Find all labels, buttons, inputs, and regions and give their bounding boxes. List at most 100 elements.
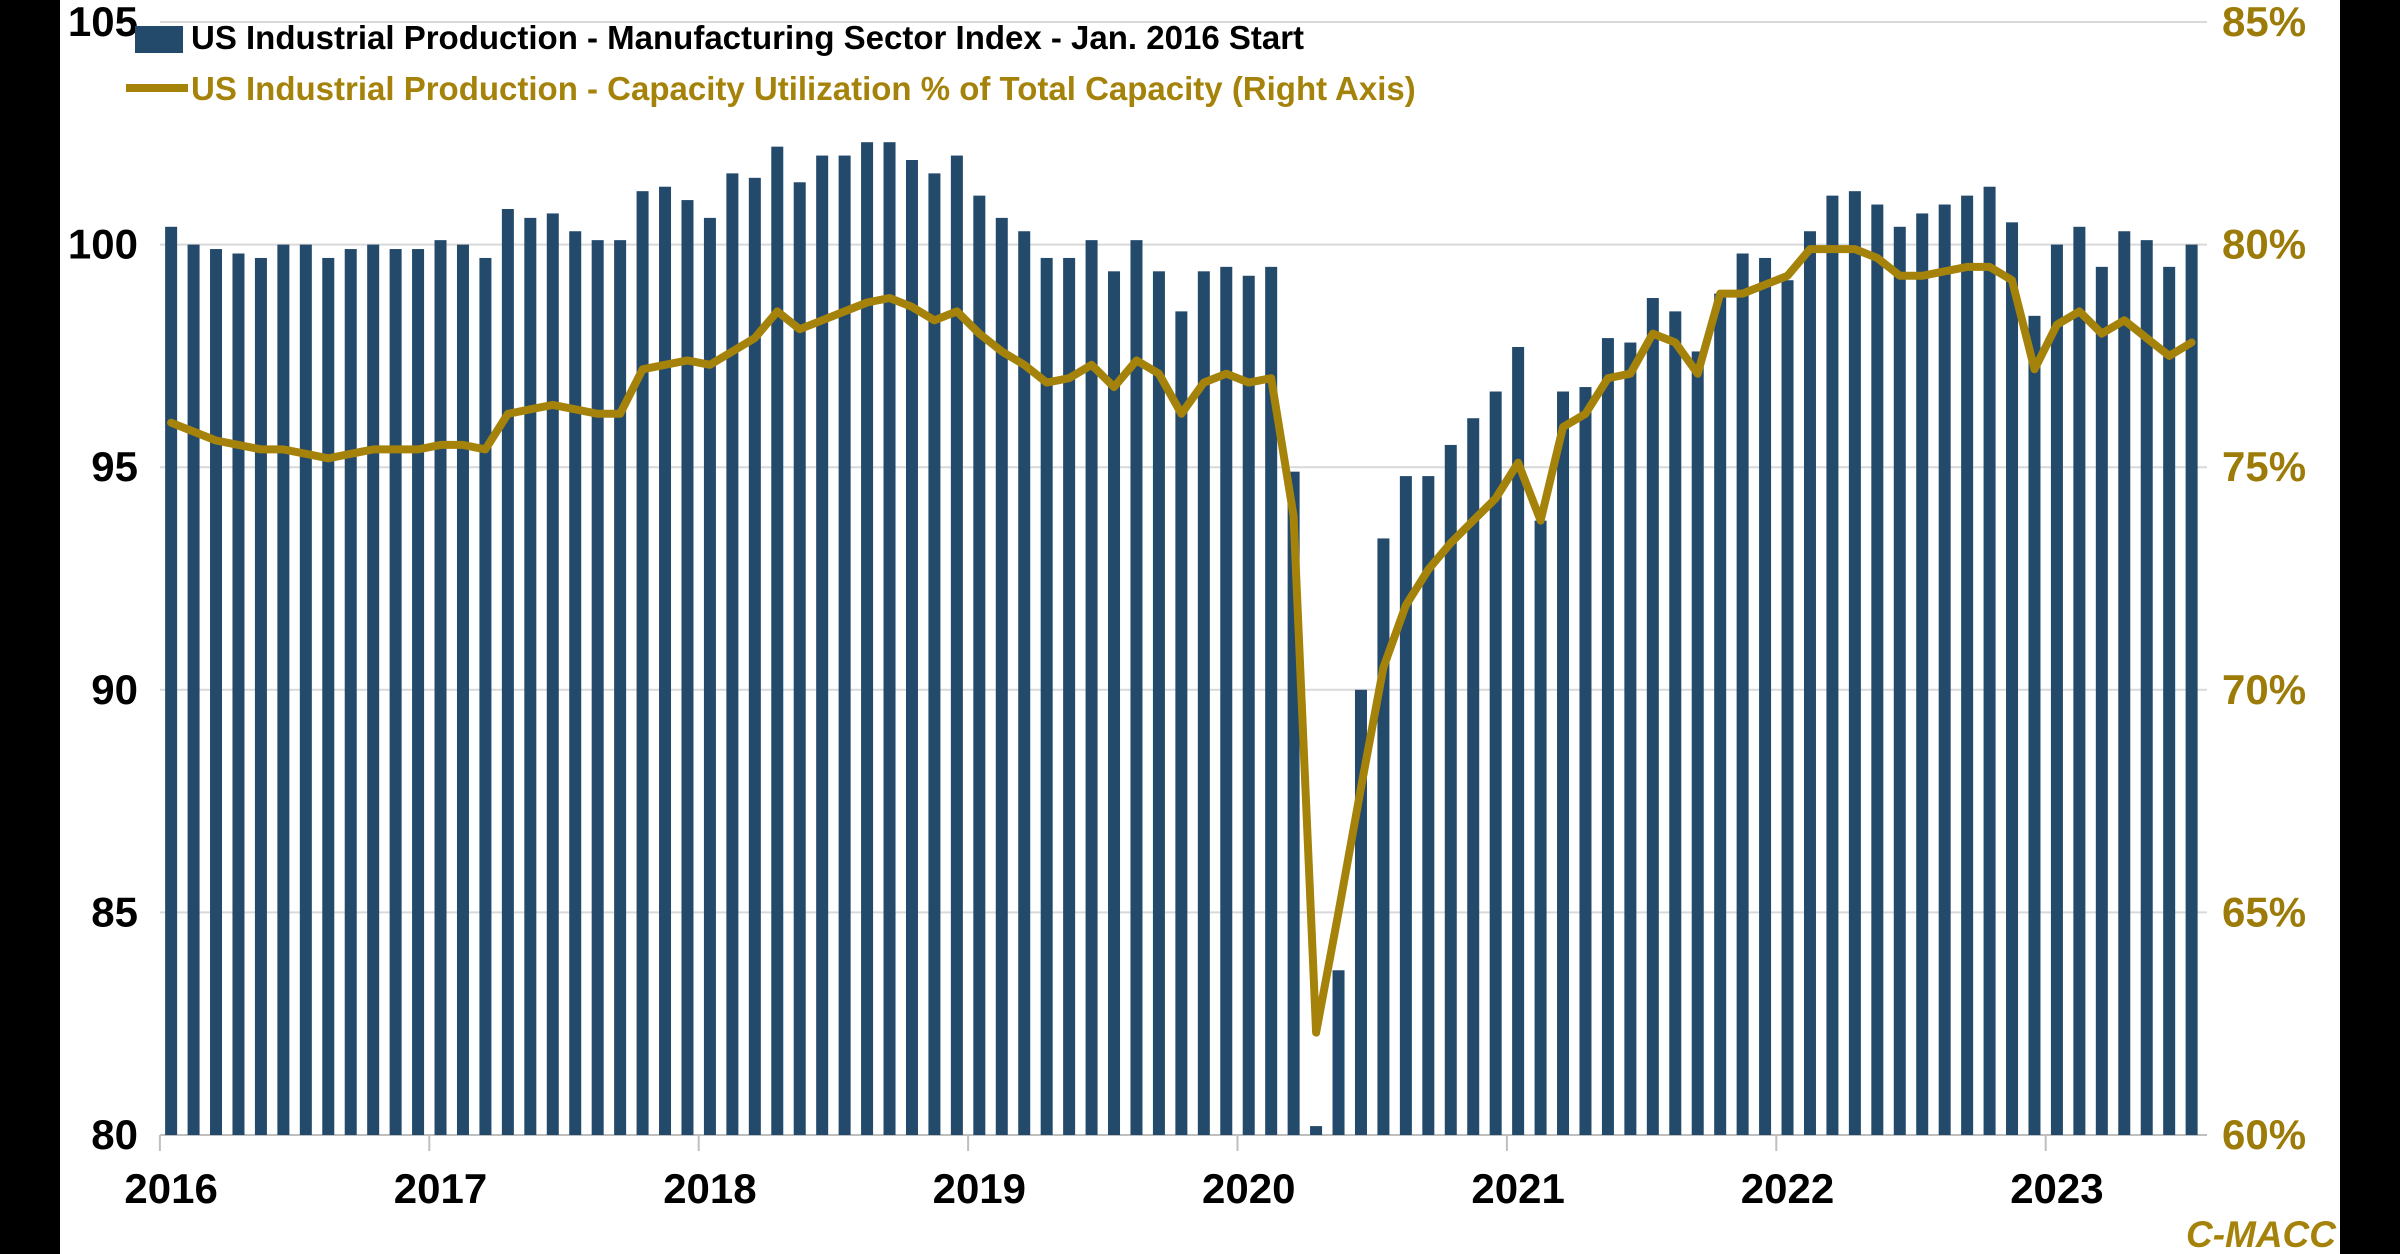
- bar-2017-10: [636, 191, 649, 1135]
- bar-2016-06: [277, 244, 290, 1136]
- x-axis-year-label: 2018: [663, 1165, 756, 1212]
- bar-2017-07: [569, 231, 582, 1135]
- bar-2019-07: [1108, 271, 1121, 1135]
- x-axis-year-label: 2023: [2010, 1165, 2103, 1212]
- bar-2022-06: [1893, 226, 1906, 1136]
- bar-2018-07: [838, 155, 851, 1135]
- left-axis-label: 105: [68, 0, 138, 45]
- bar-2023-06: [2163, 266, 2176, 1135]
- bar-2022-03: [1826, 195, 1839, 1136]
- legend-label-manufacturing-index: US Industrial Production - Manufacturing…: [191, 19, 1304, 56]
- bar-2023-03: [2095, 266, 2108, 1135]
- bar-2020-02: [1265, 266, 1278, 1135]
- bar-2022-11: [2006, 222, 2019, 1136]
- right-axis-label: 75%: [2222, 443, 2306, 490]
- bar-2021-02: [1534, 520, 1547, 1135]
- bar-2021-09: [1691, 351, 1704, 1135]
- bar-2019-02: [995, 217, 1008, 1135]
- bar-2021-01: [1512, 346, 1525, 1136]
- bar-2017-06: [546, 213, 559, 1135]
- x-axis-year-label: 2019: [933, 1165, 1026, 1212]
- bar-2022-04: [1848, 191, 1861, 1135]
- bar-2017-08: [591, 240, 604, 1135]
- x-axis-year-label: 2021: [1471, 1165, 1564, 1212]
- right-axis-label: 70%: [2222, 666, 2306, 713]
- bar-2020-10: [1444, 444, 1457, 1135]
- bar-2023-05: [2140, 240, 2153, 1135]
- bar-2017-11: [659, 186, 672, 1135]
- bar-2019-05: [1063, 257, 1076, 1135]
- bar-2022-07: [1916, 213, 1929, 1135]
- bar-2016-05: [254, 257, 267, 1135]
- bar-2021-11: [1736, 253, 1749, 1135]
- bar-2017-02: [456, 244, 469, 1136]
- bar-2020-11: [1467, 418, 1480, 1135]
- bar-2020-09: [1422, 476, 1435, 1135]
- capacity-utilization-line: [167, 245, 2196, 1037]
- bar-2021-10: [1714, 293, 1727, 1135]
- bar-2020-08: [1399, 476, 1412, 1135]
- bar-2018-11: [928, 173, 941, 1136]
- bar-2018-06: [816, 155, 829, 1135]
- bar-2019-11: [1197, 271, 1210, 1135]
- bar-2022-01: [1781, 280, 1794, 1135]
- bar-2020-07: [1377, 538, 1390, 1135]
- bar-2022-05: [1871, 204, 1884, 1136]
- left-axis-label: 95: [91, 443, 138, 490]
- manufacturing-index-bars: [165, 142, 2198, 1136]
- right-letterbox-bar: [2340, 0, 2400, 1254]
- bar-2016-09: [344, 249, 357, 1135]
- bar-2020-12: [1489, 391, 1502, 1135]
- bar-2022-02: [1803, 231, 1816, 1135]
- bar-2016-03: [210, 249, 223, 1135]
- right-axis-label: 60%: [2222, 1111, 2306, 1158]
- bar-2016-12: [412, 249, 425, 1135]
- bar-2021-04: [1579, 387, 1592, 1136]
- bar-2016-04: [232, 253, 245, 1135]
- bar-2019-04: [1040, 257, 1053, 1135]
- left-letterbox-bar: [0, 0, 60, 1254]
- legend: US Industrial Production - Manufacturing…: [126, 19, 1416, 107]
- bar-2016-08: [322, 257, 335, 1135]
- bar-2023-02: [2073, 226, 2086, 1136]
- bar-2016-07: [299, 244, 312, 1136]
- left-axis-label: 100: [68, 221, 138, 268]
- bar-2017-03: [479, 257, 492, 1135]
- bar-2017-04: [501, 208, 514, 1135]
- bar-2021-03: [1557, 391, 1570, 1135]
- bar-2022-10: [1983, 186, 1996, 1135]
- bar-2017-12: [681, 200, 694, 1135]
- bar-2018-08: [861, 142, 874, 1136]
- left-axis-label: 85: [91, 888, 138, 935]
- bar-2018-04: [771, 146, 784, 1135]
- bar-2018-03: [748, 177, 761, 1135]
- bar-2019-01: [973, 195, 986, 1136]
- bar-2021-08: [1669, 311, 1682, 1135]
- bar-2023-07: [2185, 244, 2198, 1136]
- left-axis-label: 80: [91, 1111, 138, 1158]
- bar-2021-07: [1646, 298, 1659, 1135]
- bar-2017-01: [434, 240, 447, 1135]
- bar-2020-04: [1310, 1126, 1323, 1135]
- right-axis-label: 80%: [2222, 221, 2306, 268]
- bar-2018-02: [726, 173, 739, 1136]
- bar-2016-01: [165, 226, 178, 1136]
- bar-2023-01: [2050, 244, 2063, 1136]
- bar-2016-11: [389, 249, 402, 1135]
- bar-2016-02: [187, 244, 200, 1136]
- bar-2022-08: [1938, 204, 1951, 1136]
- bar-2018-05: [793, 182, 806, 1136]
- x-axis-year-label: 2022: [1741, 1165, 1834, 1212]
- x-axis-year-label: 2017: [394, 1165, 487, 1212]
- x-axis-year-label: 2016: [124, 1165, 217, 1212]
- bar-2017-09: [614, 240, 627, 1135]
- bar-2019-10: [1175, 311, 1188, 1135]
- bar-2019-12: [1220, 266, 1233, 1135]
- cmacc-watermark: C-MACC: [2186, 1214, 2337, 1254]
- bar-2022-09: [1961, 195, 1974, 1136]
- bar-2020-01: [1242, 275, 1255, 1135]
- right-axis-label: 85%: [2222, 0, 2306, 45]
- bar-2021-05: [1601, 338, 1614, 1135]
